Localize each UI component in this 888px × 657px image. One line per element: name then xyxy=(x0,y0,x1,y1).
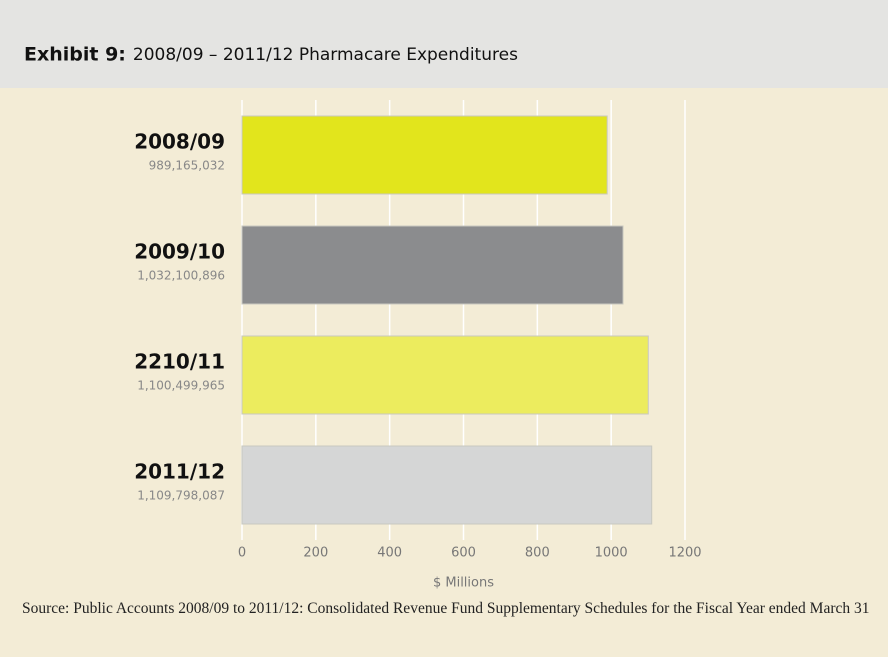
category-label: 2009/10 xyxy=(134,240,225,264)
category-label: 2008/09 xyxy=(134,130,225,154)
x-tick-label: 1200 xyxy=(668,546,701,561)
x-tick-label: 1000 xyxy=(595,546,628,561)
value-label: 1,109,798,087 xyxy=(137,489,225,503)
chart-title: 2008/09 – 2011/12 Pharmacare Expenditure… xyxy=(133,45,518,65)
category-label: 2210/11 xyxy=(134,350,225,374)
x-tick-label: 0 xyxy=(238,546,246,561)
category-label: 2011/12 xyxy=(134,460,225,484)
x-axis-label: $ Millions xyxy=(433,576,494,591)
bar xyxy=(241,115,608,195)
value-label: 1,032,100,896 xyxy=(137,269,225,283)
x-tick-label: 200 xyxy=(303,546,328,561)
x-tick-label: 400 xyxy=(377,546,402,561)
bar xyxy=(241,335,649,415)
value-label: 989,165,032 xyxy=(149,159,225,173)
title-prefix: Exhibit 9: xyxy=(24,44,126,66)
x-tick-label: 800 xyxy=(525,546,550,561)
x-tick-label: 600 xyxy=(451,546,476,561)
header-band xyxy=(0,0,888,88)
value-label: 1,100,499,965 xyxy=(137,379,225,393)
source-note: Source: Public Accounts 2008/09 to 2011/… xyxy=(22,600,870,617)
bar xyxy=(241,445,653,525)
bar xyxy=(241,225,624,305)
